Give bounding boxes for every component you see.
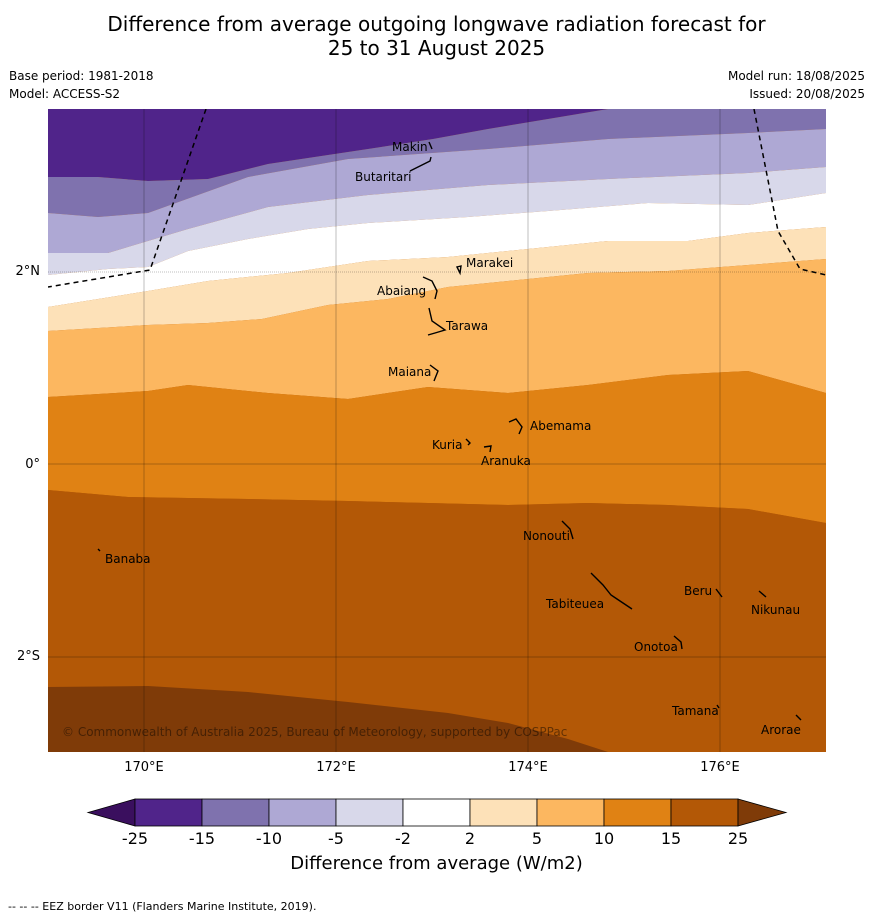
lat-label-equator: 0°	[25, 457, 40, 472]
place-butaritari: Butaritari	[355, 170, 412, 184]
eez-border-east	[753, 109, 826, 276]
place-abemama: Abemama	[530, 419, 591, 433]
colorbar-swatch-8	[603, 798, 672, 827]
colorbar-swatch-6	[469, 798, 538, 827]
cb-tick-7: 10	[593, 829, 615, 848]
island-marakei	[455, 265, 462, 276]
place-banaba: Banaba	[105, 552, 151, 566]
lat-label-2n: 2°N	[15, 264, 41, 279]
island-tabiteuea	[590, 572, 633, 610]
island-maiana	[429, 364, 439, 382]
cb-tick-8: 15	[660, 829, 682, 848]
island-arorae	[795, 714, 802, 721]
island-abaiang	[422, 276, 438, 300]
colorbar-extend-high	[737, 798, 788, 827]
band-neg15	[48, 109, 826, 217]
place-beru: Beru	[684, 584, 712, 598]
cb-tick-0: -25	[121, 829, 149, 848]
lon-label-170e: 170°E	[124, 760, 164, 775]
place-makin: Makin	[392, 140, 428, 154]
place-kuria: Kuria	[432, 438, 463, 452]
eez-border-west	[48, 109, 207, 288]
colorbar-swatch-1	[134, 798, 203, 827]
place-onotoa: Onotoa	[634, 640, 678, 654]
cb-tick-4: -2	[395, 829, 411, 848]
base-period: Base period: 1981-2018	[9, 69, 154, 83]
band-above-25	[48, 686, 608, 752]
colorbar-extend-low	[86, 798, 136, 827]
colorbar-swatch-9	[670, 798, 739, 827]
place-aranuka: Aranuka	[481, 454, 531, 468]
islands	[97, 141, 802, 721]
lon-label-174e: 174°E	[508, 760, 548, 775]
place-tamana: Tamana	[671, 704, 719, 718]
island-onotoa	[673, 635, 683, 650]
lat-label-2s: 2°S	[16, 649, 40, 664]
colorbar	[86, 798, 788, 827]
place-nonouti: Nonouti	[523, 529, 570, 543]
island-nikunau	[758, 590, 767, 598]
colorbar-swatch-5	[402, 798, 471, 827]
cb-tick-6: 5	[531, 829, 543, 848]
issued-date: Issued: 20/08/2025	[749, 87, 865, 101]
meta-left: Base period: 1981-2018 Model: ACCESS-S2	[9, 67, 154, 103]
place-arorae: Arorae	[761, 723, 801, 737]
island-tamana	[716, 704, 720, 709]
band-neg5	[48, 167, 826, 275]
cb-tick-9: 25	[727, 829, 749, 848]
map-title: Difference from average outgoing longwav…	[0, 12, 873, 60]
cb-tick-5: 2	[464, 829, 476, 848]
forecast-map: Makin Butaritari Marakei Abaiang Tarawa …	[48, 109, 826, 752]
island-aranuka	[483, 445, 492, 453]
colorbar-swatch-2	[201, 798, 270, 827]
model-run: Model run: 18/08/2025	[727, 69, 865, 83]
eez-legend-note: -- -- -- EEZ border V11 (Flanders Marine…	[8, 900, 317, 913]
band-neg10	[48, 129, 826, 253]
band-15-25-lower	[48, 490, 826, 752]
place-abaiang: Abaiang	[377, 284, 426, 298]
island-tarawa	[427, 307, 447, 336]
place-tabiteuea: Tabiteuea	[545, 597, 604, 611]
island-makin	[428, 141, 433, 150]
band-5-10	[48, 259, 826, 399]
colorbar-title: Difference from average (W/m2)	[290, 853, 583, 874]
band-2-5	[48, 227, 826, 331]
colorbar-swatch-3	[268, 798, 337, 827]
colorbar-swatch-4	[335, 798, 404, 827]
title-line-2: 25 to 31 August 2025	[327, 36, 546, 60]
meta-right: Model run: 18/08/2025 Issued: 20/08/2025	[728, 67, 865, 103]
graticule	[48, 109, 826, 752]
band-neg25	[48, 109, 826, 181]
place-maiana: Maiana	[388, 365, 431, 379]
island-butaritari	[409, 156, 432, 172]
island-banaba	[97, 548, 101, 552]
island-abemama	[508, 418, 523, 435]
island-nonouti	[561, 520, 574, 540]
cb-tick-2: -10	[255, 829, 283, 848]
place-marakei: Marakei	[466, 256, 513, 270]
band-10-15	[48, 371, 826, 523]
place-nikunau: Nikunau	[751, 603, 800, 617]
copyright-notice: © Commonwealth of Australia 2025, Bureau…	[62, 725, 567, 739]
colorbar-swatch-7	[536, 798, 605, 827]
cb-tick-1: -15	[188, 829, 216, 848]
band-neg2-2	[48, 193, 826, 307]
cb-tick-3: -5	[328, 829, 344, 848]
island-kuria	[465, 438, 471, 446]
model-name: Model: ACCESS-S2	[9, 87, 121, 101]
place-tarawa: Tarawa	[445, 319, 488, 333]
lon-label-176e: 176°E	[700, 760, 740, 775]
title-line-1: Difference from average outgoing longwav…	[107, 12, 766, 36]
lon-label-172e: 172°E	[316, 760, 356, 775]
place-names: Makin Butaritari Marakei Abaiang Tarawa …	[105, 140, 801, 737]
island-beru	[715, 588, 723, 598]
